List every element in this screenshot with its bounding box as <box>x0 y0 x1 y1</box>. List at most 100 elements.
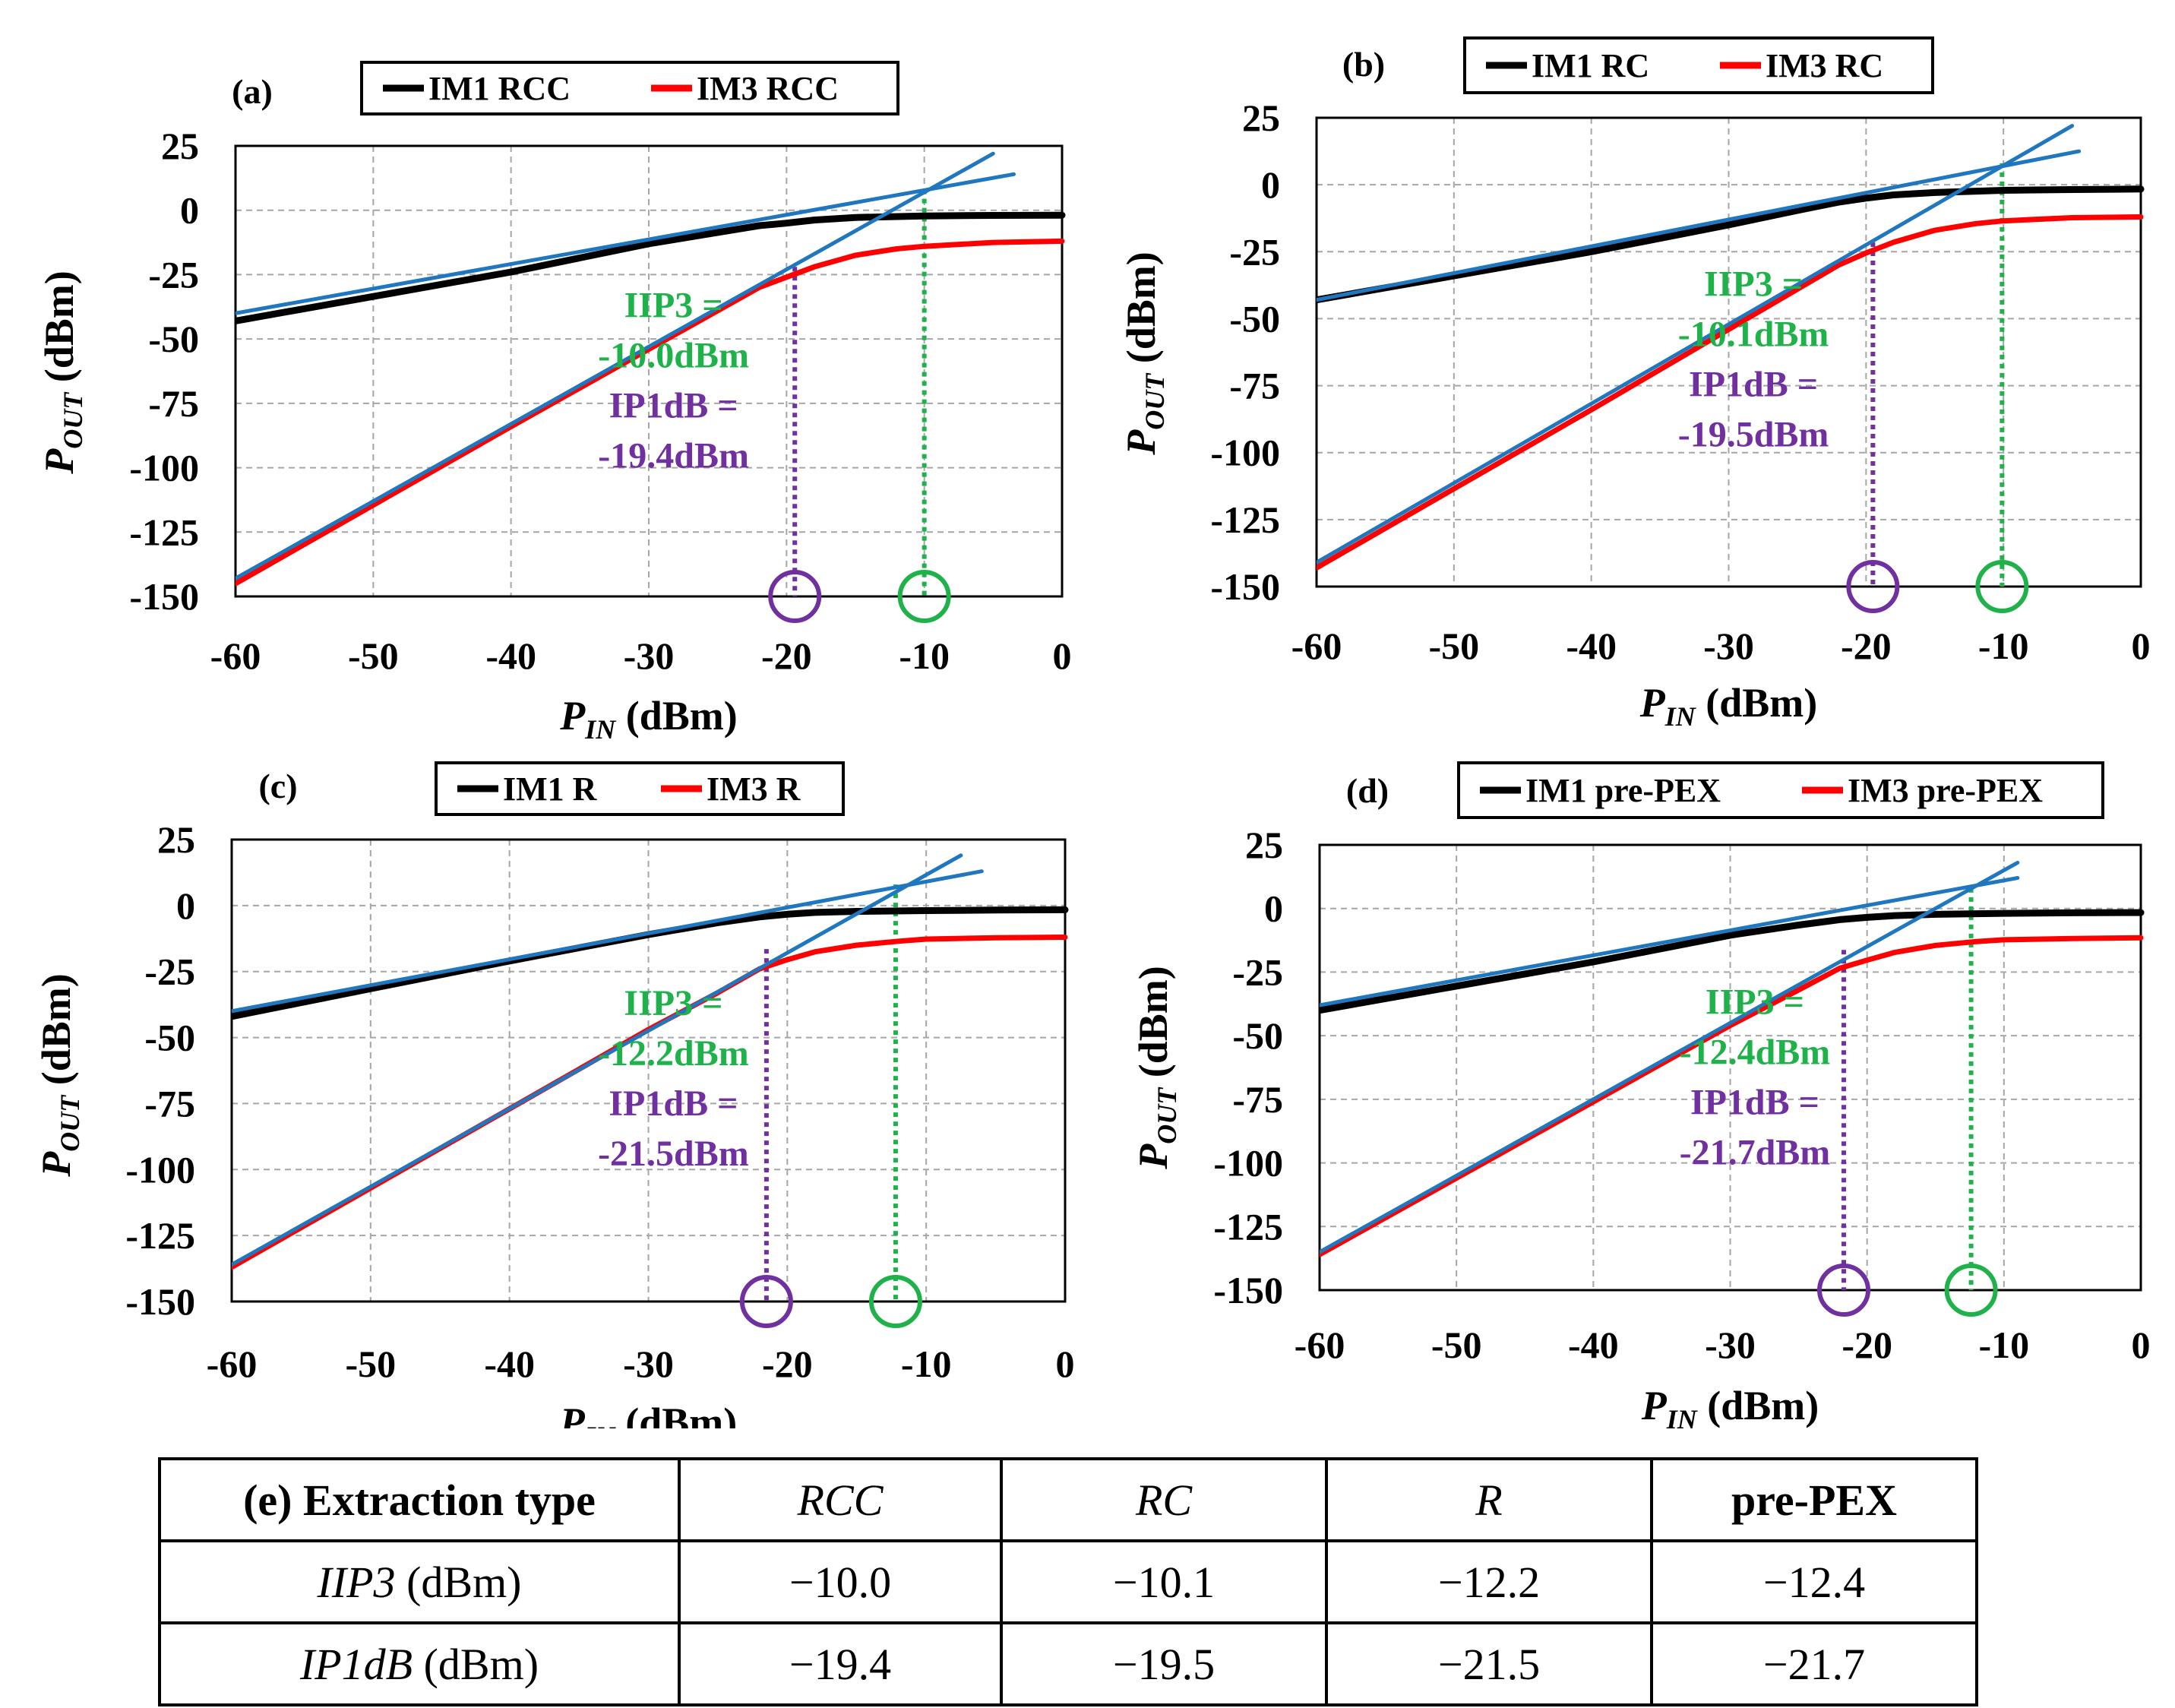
ip1db-annotation-line2: -19.5dBm <box>1678 414 1829 454</box>
panel-tag: (b) <box>1342 45 1385 84</box>
series-line-3 <box>1320 876 2020 1007</box>
table-header-rcc: RCC <box>678 1457 1003 1542</box>
y-tick-label: 25 <box>161 125 199 167</box>
table-cell: −10.0 <box>678 1539 1003 1624</box>
chart-panel-3: -60 -50 -40 -30 -20 -10 0250-25-50-75-100-125-… <box>33 761 1075 1428</box>
y-axis-label: POUT (dBm) <box>33 973 85 1178</box>
legend-entry-2: IM3 RCC <box>697 70 839 107</box>
x-axis-label-main: P <box>1639 680 1666 726</box>
x-axis-label-main: P <box>559 693 586 739</box>
y-tick-label: -50 <box>1229 297 1280 340</box>
x-tick-label: -10 <box>901 1343 952 1385</box>
table-row-label-unit: (dBm) <box>413 1639 539 1689</box>
table-cell: −21.7 <box>1650 1621 1978 1706</box>
x-tick-label: -60 <box>207 1343 258 1385</box>
y-axis-label: POUT (dBm) <box>1130 966 1182 1170</box>
x-tick-label: -30 <box>623 1343 674 1385</box>
iip3-annotation-line1: IIP3 = <box>1704 264 1803 304</box>
iip3-circle <box>897 570 951 623</box>
table-row-label-em: IP1dB <box>299 1639 413 1689</box>
iip3-annotation-line1: IIP3 = <box>624 983 722 1023</box>
x-tick-label: -60 <box>210 634 261 677</box>
legend: IM1 pre-PEX IM3 pre-PEX <box>1457 761 2104 819</box>
y-tick-label: 25 <box>1245 824 1283 866</box>
y-axis-label-unit: (dBm) <box>33 973 79 1096</box>
legend-entry-2: IM3 R <box>707 770 801 808</box>
plot-area <box>1318 843 2142 1292</box>
legend-box <box>435 761 845 816</box>
y-axis-label-sub: OUT <box>1140 372 1170 430</box>
ip1db-annotation-line1: IP1dB = <box>609 385 738 425</box>
legend-box <box>360 61 899 115</box>
series-line-2 <box>1317 214 2144 571</box>
series-line-2 <box>236 238 1065 587</box>
legend-entry-2: IM3 pre-PEX <box>1848 772 2043 809</box>
x-axis-label-main: P <box>559 1400 586 1428</box>
table-row-label: IIP3 (dBm) <box>158 1539 681 1624</box>
legend: IM1 R IM3 R <box>435 761 845 816</box>
y-axis-label-main: P <box>33 1151 79 1178</box>
x-tick-label: -30 <box>1705 1324 1756 1366</box>
panel-tag: (a) <box>232 72 273 111</box>
legend: IM1 RCC IM3 RCC <box>360 61 899 115</box>
legend: IM1 RC IM3 RC <box>1463 36 1934 94</box>
y-tick-label: -150 <box>1210 565 1280 608</box>
y-tick-label: 0 <box>1264 887 1283 930</box>
x-tick-label: -20 <box>762 1343 813 1385</box>
chart-panel-4: -60 -50 -40 -30 -20 -10 0250-25-50-75-100-125-… <box>1130 761 2151 1428</box>
y-tick-label: -125 <box>125 1214 195 1257</box>
table-row-label-em: IIP3 <box>317 1557 396 1607</box>
chart-panel-1: -60 -50 -40 -30 -20 -10 0250-25-50-75-100-125-… <box>36 61 1072 745</box>
y-axis-label-main: P <box>36 448 82 475</box>
y-axis-label-unit: (dBm) <box>1130 966 1176 1088</box>
series-line-4 <box>236 151 995 580</box>
series-line-3 <box>1317 149 2082 302</box>
ip1db-annotation-line2: -21.7dBm <box>1680 1133 1831 1173</box>
y-tick-label: 25 <box>157 818 195 861</box>
y-tick-label: -100 <box>1210 432 1280 474</box>
ip1db-circle <box>768 570 822 623</box>
y-axis-label-main: P <box>1130 1143 1176 1170</box>
x-tick-label: -40 <box>1566 625 1617 667</box>
y-axis-label: POUT (dBm) <box>36 270 88 475</box>
legend-entry-1: IM1 RCC <box>428 70 571 107</box>
y-tick-label: -50 <box>148 318 199 360</box>
chart-figure: -60 -50 -40 -30 -20 -10 0250-25-50-75-100-125-… <box>33 36 2151 1428</box>
iip3-circle <box>1944 1264 1998 1317</box>
table-cell: −21.5 <box>1325 1621 1653 1706</box>
x-tick-label: -40 <box>484 1343 535 1385</box>
y-tick-label: -125 <box>1213 1205 1283 1248</box>
x-axis-label-unit: (dBm) <box>615 1400 738 1428</box>
x-axis-label: PIN (dBm) <box>1639 680 1818 732</box>
y-tick-label: 25 <box>1242 96 1280 139</box>
table-cell: −19.5 <box>1000 1621 1328 1706</box>
series-line-4 <box>1317 124 2075 565</box>
y-tick-label: 0 <box>176 884 195 927</box>
x-tick-label: -20 <box>761 634 812 677</box>
table-header-pre-pex: pre-PEX <box>1650 1457 1978 1542</box>
y-tick-label: -125 <box>1210 498 1280 541</box>
series-group <box>236 151 1066 587</box>
y-axis-label: POUT (dBm) <box>1118 251 1170 456</box>
ip1db-circle <box>1817 1264 1871 1317</box>
y-tick-label: -125 <box>129 511 199 553</box>
y-tick-label: -75 <box>148 382 199 425</box>
iip3-annotation-line1: IIP3 = <box>1706 982 1804 1023</box>
y-axis-label-sub: OUT <box>55 1094 85 1152</box>
x-axis-label-unit: (dBm) <box>615 693 738 739</box>
x-tick-label: -30 <box>1703 625 1754 667</box>
x-tick-label: -60 <box>1295 1324 1345 1366</box>
x-axis-label: PIN (dBm) <box>559 693 738 745</box>
series-line-1 <box>1320 909 2145 1014</box>
panel-tag: (c) <box>258 767 297 805</box>
ip1db-annotation-line2: -19.4dBm <box>598 435 749 476</box>
series-line-2 <box>1320 935 2144 1257</box>
y-tick-label: -75 <box>1229 365 1280 407</box>
y-axis-label-sub: OUT <box>58 391 88 449</box>
x-axis-label-main: P <box>1641 1383 1668 1428</box>
iip3-annotation-line2: -12.4dBm <box>1680 1033 1831 1073</box>
series-line-4 <box>1320 860 2020 1254</box>
table-header-rc: RC <box>1000 1457 1328 1542</box>
summary-table: (e) Extraction type RCC RC R pre-PEX IIP… <box>158 1457 1978 1706</box>
table-cell: −19.4 <box>678 1621 1003 1706</box>
